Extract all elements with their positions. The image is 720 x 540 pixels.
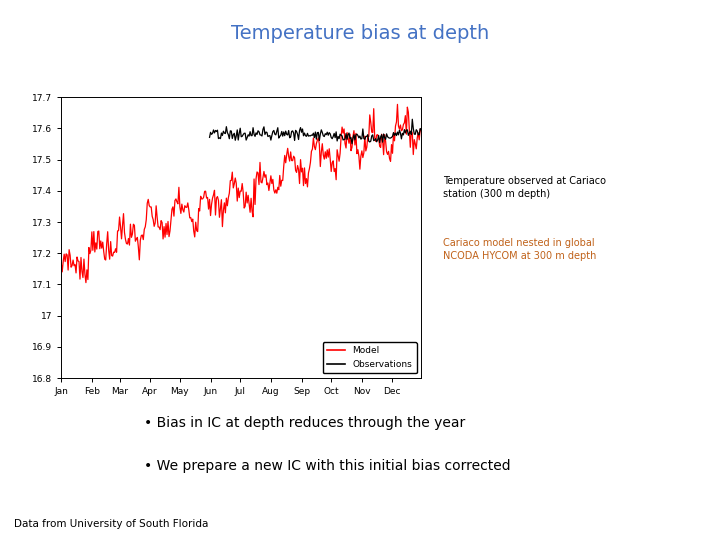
Text: Data from University of South Florida: Data from University of South Florida (14, 519, 209, 529)
Legend: Model, Observations: Model, Observations (323, 342, 417, 374)
Text: Temperature observed at Cariaco
station (300 m depth): Temperature observed at Cariaco station … (443, 176, 606, 199)
Text: • We prepare a new IC with this initial bias corrected: • We prepare a new IC with this initial … (144, 459, 510, 473)
Text: • Bias in IC at depth reduces through the year: • Bias in IC at depth reduces through th… (144, 416, 465, 430)
Text: Temperature bias at depth: Temperature bias at depth (231, 24, 489, 43)
Text: Cariaco model nested in global
NCODA HYCOM at 300 m depth: Cariaco model nested in global NCODA HYC… (443, 238, 596, 261)
